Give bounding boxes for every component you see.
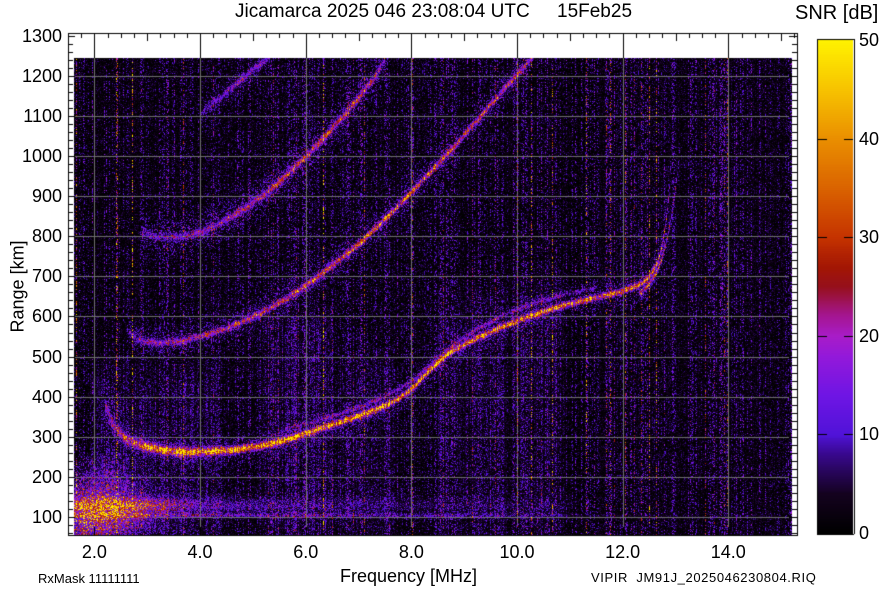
colorbar-title: SNR [dB] [795,2,879,24]
file-name-note: VIPIR JM91J_2025046230804.RIQ [591,570,817,585]
y-tick-label: 800 [31,226,62,247]
y-tick-label: 1000 [21,146,62,167]
y-tick-label: 200 [31,466,62,487]
x-tick-label: 14.0 [710,542,746,562]
y-tick-label: 100 [31,506,62,527]
colorbar-tick-label: 20 [859,326,880,346]
y-tick-label: 400 [31,386,62,407]
y-tick-label: 900 [31,186,62,207]
y-tick-label: 1100 [23,105,62,126]
x-tick-label: 10.0 [499,542,535,562]
x-tick-label: 12.0 [605,542,641,562]
x-tick-label: 4.0 [187,542,213,562]
x-tick-label: 8.0 [398,542,424,562]
y-tick-label: 1300 [21,25,62,46]
colorbar-tick-label: 10 [859,424,880,444]
colorbar-tick-label: 50 [859,30,880,50]
colorbar-tick-label: 0 [859,523,870,543]
y-tick-label: 700 [31,266,62,287]
plot-title: Jicamarca 2025 046 23:08:04 UTC [235,1,530,22]
x-axis-label: Frequency [MHz] [340,566,478,586]
y-tick-label: 600 [31,306,62,327]
y-tick-label: 300 [31,426,62,447]
y-tick-label: 1200 [21,65,62,86]
x-tick-label: 6.0 [293,542,319,562]
colorbar-tick-label: 40 [859,129,880,149]
rx-mask-note: RxMask 11111111 [38,571,140,586]
y-tick-label: 500 [31,346,62,367]
colorbar-tick-label: 30 [859,227,880,247]
x-tick-label: 2.0 [81,542,107,562]
plot-date: 15Feb25 [557,1,633,22]
